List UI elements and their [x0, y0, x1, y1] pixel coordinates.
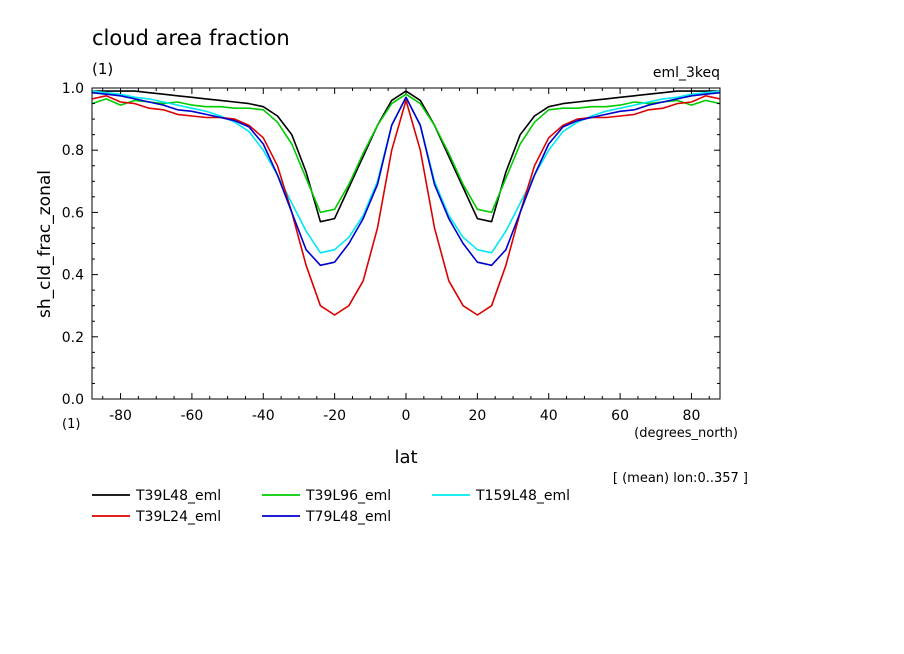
- x-tick-label: -20: [323, 408, 346, 424]
- x-axis-units: (degrees_north): [634, 426, 738, 441]
- plot-lines: [91, 90, 721, 316]
- legend-label: T39L48_eml: [135, 488, 221, 504]
- x-tick-label: 40: [540, 408, 558, 424]
- x-tick-label: 80: [683, 408, 701, 424]
- legend-label: T39L24_eml: [135, 509, 221, 525]
- y-axis-label: sh_cld_frac_zonal: [35, 170, 55, 318]
- y-tick-label: 0.8: [62, 143, 84, 159]
- plot-frame: [91, 87, 721, 400]
- experiment-label: eml_3keq: [653, 65, 720, 81]
- series-line-t79l48-eml: [91, 91, 721, 267]
- x-axis-label: lat: [394, 447, 417, 468]
- y-tick-label: 0.2: [62, 330, 84, 346]
- x-tick-label: 20: [468, 408, 486, 424]
- x-axis: -80 -60 -40 -20 0 20 40 60 80: [102, 88, 710, 424]
- y-axis: 0.0 0.2 0.4 0.6 0.8 1.0: [62, 81, 720, 408]
- chart-subtitle: (1): [92, 60, 113, 78]
- chart-title: cloud area fraction: [92, 26, 290, 50]
- legend-label: T39L96_eml: [305, 488, 391, 504]
- x-tick-label: 60: [611, 408, 629, 424]
- legend: T39L48_eml T39L96_eml T159L48_eml T39L24_em…: [92, 488, 570, 525]
- x-tick-label: -80: [109, 408, 132, 424]
- series-line-t39l96-eml: [91, 93, 721, 214]
- mean-note: [ (mean) lon:0..357 ]: [613, 471, 748, 486]
- y-tick-label: 0.6: [62, 205, 84, 221]
- y-tick-label: 0.4: [62, 268, 84, 284]
- y-axis-units: (1): [62, 417, 80, 432]
- legend-label: T79L48_eml: [305, 509, 391, 525]
- y-tick-label: 0.0: [62, 392, 84, 408]
- x-tick-label: -60: [180, 408, 203, 424]
- legend-label: T159L48_eml: [475, 488, 570, 504]
- y-tick-label: 1.0: [62, 81, 84, 97]
- series-line-t39l24-eml: [91, 95, 721, 316]
- x-tick-label: -40: [252, 408, 275, 424]
- x-tick-label: 0: [402, 408, 411, 424]
